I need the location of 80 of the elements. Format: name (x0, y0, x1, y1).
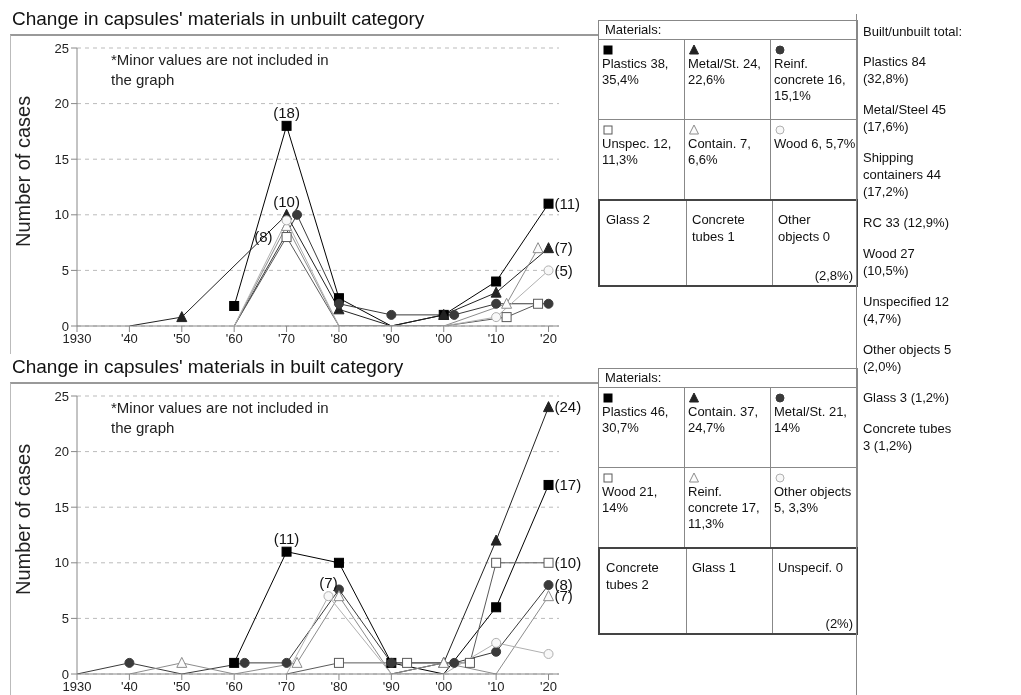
y-tick-label: 5 (61, 611, 69, 627)
annotation: (18) (273, 103, 300, 121)
x-tick-label: '10 (487, 679, 505, 695)
chart-title: Change in capsules' materials in built category (12, 356, 404, 378)
y-tick-label: 10 (54, 207, 69, 223)
legend-label: Unspec. 12, 11,3% (602, 136, 673, 168)
text: Glass 3 (1,2%) (863, 389, 950, 406)
x-tick-label: '50 (173, 331, 191, 347)
text: Shipping containers 44 (17,2%) (863, 149, 943, 200)
x-tick-label: '50 (173, 679, 191, 695)
text: RC 33 (12,9%) (863, 214, 950, 231)
x-tick-label: '90 (382, 679, 400, 695)
y-tick-label: 15 (54, 151, 69, 167)
annotation: (17) (554, 476, 582, 494)
legend-label: Wood 21, 14% (602, 484, 659, 516)
annotation: (10) (554, 554, 582, 572)
annotation: (5) (554, 261, 573, 279)
text: Concrete tubes 1 (686, 201, 773, 285)
x-tick-label: '00 (435, 679, 453, 695)
text: Other objects 0 (778, 212, 831, 244)
x-tick-label: '20 (540, 331, 557, 347)
y-axis-title: Number of cases (12, 95, 35, 247)
y-tick-label: 20 (54, 96, 69, 112)
legend-label: Reinf. concrete 17, 11,3% (688, 484, 761, 532)
annotation: (11) (554, 195, 581, 212)
x-tick-label: 1930 (62, 331, 92, 347)
annotation: (24) (554, 398, 582, 416)
text: Wood 27 (10,5%) (863, 245, 916, 279)
y-tick-label: 25 (54, 388, 69, 404)
x-tick-label: '60 (225, 331, 243, 347)
x-tick-label: '40 (120, 331, 138, 347)
text: Unspecif. 0 (778, 560, 844, 575)
legend-title: Materials: (599, 21, 857, 40)
text: Concrete tubes 2 (600, 549, 687, 633)
text: Plastics 84 (32,8%) (863, 53, 927, 87)
text: (2%) (825, 616, 853, 631)
y-tick-label: 10 (54, 555, 69, 571)
text: Unspecified 12 (4,7%) (863, 293, 950, 327)
annotation: (7) (319, 574, 338, 592)
text: Glass 1 (686, 549, 773, 633)
x-tick-label: '70 (278, 679, 296, 695)
y-axis-title: Number of cases (12, 443, 35, 595)
x-tick-label: '10 (487, 331, 505, 347)
legend-label: Plastics 38, 35,4% (602, 56, 670, 88)
chart-title: Change in capsules' materials in unbuilt category (12, 8, 425, 30)
legend-label: Other objects 5, 3,3% (774, 484, 853, 516)
annotation: *Minor values are not included in the graph (111, 50, 330, 90)
text: Other objects 5 (2,0%) (863, 341, 953, 375)
legend-label: Plastics 46, 30,7% (602, 404, 670, 436)
x-tick-label: '90 (382, 331, 400, 347)
text: Built/unbuilt total: (863, 24, 963, 39)
y-tick-label: 20 (54, 444, 69, 460)
annotation: *Minor values are not included in the graph (111, 398, 330, 438)
x-tick-label: 1930 (62, 679, 92, 695)
legend-label: Wood 6, 5,7% (774, 136, 856, 152)
x-tick-label: '80 (330, 331, 348, 347)
y-tick-label: 15 (54, 499, 69, 515)
y-tick-label: 0 (61, 666, 69, 682)
legend-label: Metal/St. 24, 22,6% (688, 56, 762, 88)
text: Metal/Steel 45 (17,6%) (863, 101, 948, 135)
x-tick-label: '20 (540, 679, 557, 695)
x-tick-label: '00 (435, 331, 453, 347)
y-tick-label: 5 (61, 263, 69, 279)
annotation: (11) (273, 529, 300, 547)
y-tick-label: 25 (54, 40, 69, 56)
text: (2,8%) (814, 268, 853, 283)
x-tick-label: '80 (330, 679, 348, 695)
y-tick-label: 0 (61, 318, 69, 334)
text: Concrete tubes 3 (1,2%) (863, 420, 953, 454)
x-tick-label: '70 (278, 331, 296, 347)
legend-label: Contain. 37, 24,7% (688, 404, 760, 436)
text: Glass 2 (600, 201, 687, 285)
annotation: (7) (554, 239, 573, 257)
x-tick-label: '40 (120, 679, 138, 695)
legend-label: Metal/St. 21, 14% (774, 404, 848, 436)
x-tick-label: '60 (225, 679, 243, 695)
legend-title: Materials: (599, 369, 857, 388)
legend-label: Contain. 7, 6,6% (688, 136, 752, 168)
annotation: (10) (273, 192, 300, 210)
legend-label: Reinf. concrete 16, 15,1% (774, 56, 847, 104)
